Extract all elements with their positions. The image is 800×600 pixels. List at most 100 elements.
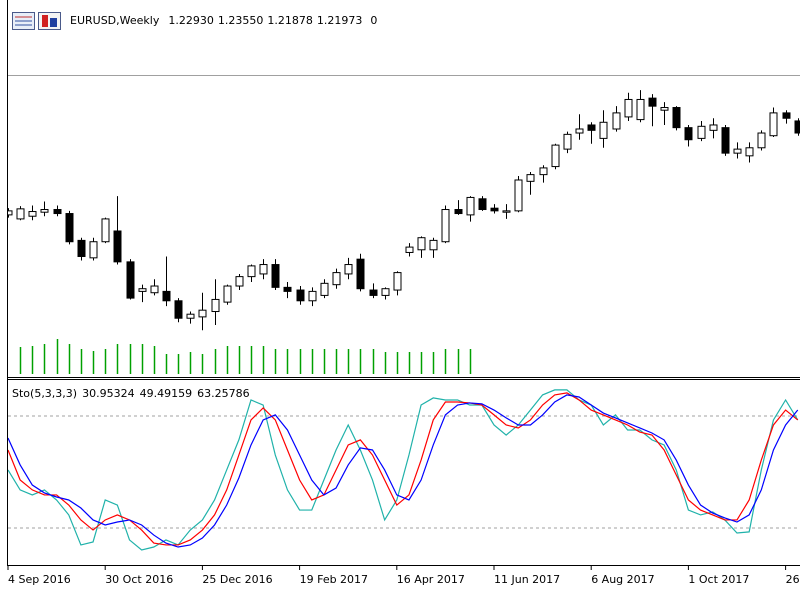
- candle-body: [721, 127, 730, 154]
- candle-body: [466, 196, 475, 216]
- candle-body: [235, 276, 244, 287]
- candle-body: [77, 239, 86, 257]
- candle-body: [89, 241, 98, 259]
- symbol: EURUSD,Weekly: [70, 14, 160, 27]
- candle-body: [381, 288, 390, 296]
- x-tick-label: 1 Oct 2017: [688, 573, 749, 586]
- indicator-line: [8, 389, 799, 551]
- candle-body: [757, 132, 766, 149]
- x-tick-label: 4 Sep 2016: [8, 573, 71, 586]
- candle-body: [174, 300, 183, 319]
- candle-body: [514, 179, 523, 212]
- x-tick-label: 19 Feb 2017: [300, 573, 368, 586]
- indicator-header: Sto(5,3,3,3) 30.95324 49.49159 63.25786: [12, 387, 250, 400]
- candle-body: [697, 125, 706, 139]
- high-value: 1.23550: [218, 14, 264, 27]
- price-header: EURUSD,Weekly 1.22930 1.23550 1.21878 1.2197…: [70, 14, 377, 27]
- indicator-name: Sto(5,3,3,3): [12, 387, 77, 400]
- volume-value: 0: [370, 14, 377, 27]
- candle-body: [454, 209, 463, 215]
- indicator-value: 49.49159: [140, 387, 193, 400]
- indicator-line: [8, 394, 799, 548]
- indicator-value: 30.95324: [82, 387, 135, 400]
- candle-body: [247, 265, 256, 278]
- close-value: 1.21973: [317, 14, 363, 27]
- candle-body: [259, 264, 268, 275]
- x-tick-label: 26: [786, 573, 800, 586]
- candle-body: [478, 198, 487, 211]
- candle-body: [271, 264, 280, 288]
- candle-body: [794, 120, 800, 134]
- open-value: 1.22930: [168, 14, 214, 27]
- candle-body: [393, 272, 402, 291]
- candle-body: [344, 264, 353, 275]
- candle-body: [429, 239, 438, 251]
- candle-body: [490, 207, 499, 212]
- candle-body: [356, 258, 365, 290]
- icon-part: [42, 15, 48, 27]
- icon-part: [50, 18, 57, 27]
- candle-body: [296, 289, 305, 302]
- indicator-panel: [8, 389, 800, 551]
- indicator-value: 63.25786: [197, 387, 250, 400]
- candle-body: [211, 298, 220, 313]
- candle-body: [417, 237, 426, 251]
- candle-body: [660, 107, 669, 111]
- candle-body: [769, 112, 778, 137]
- candle-body: [198, 309, 207, 318]
- candle-body: [441, 209, 450, 243]
- x-tick-label: 6 Aug 2017: [591, 573, 654, 586]
- candle-body: [186, 313, 195, 319]
- candle-body: [405, 246, 414, 253]
- candle-body: [551, 144, 560, 168]
- candle-body: [223, 285, 232, 303]
- low-value: 1.21878: [267, 14, 313, 27]
- candle-body: [526, 174, 535, 182]
- candle-body: [502, 210, 511, 213]
- candle-body: [8, 210, 13, 216]
- candle-body: [283, 286, 292, 292]
- candle-body: [369, 289, 378, 296]
- candle-body: [138, 288, 147, 292]
- candle-body: [113, 230, 122, 263]
- x-tick-label: 16 Apr 2017: [397, 573, 465, 586]
- indicator-line: [8, 392, 799, 546]
- candle-body: [612, 112, 621, 130]
- candle-body: [539, 167, 548, 176]
- chart-icons: [12, 12, 61, 30]
- candle-body: [782, 112, 791, 119]
- candle-body: [16, 208, 25, 220]
- candle-body: [599, 121, 608, 139]
- candle-body: [624, 98, 633, 118]
- candle-body: [162, 290, 171, 302]
- candle-body: [150, 285, 159, 294]
- candle-body: [684, 127, 693, 141]
- x-tick-label: 25 Dec 2016: [202, 573, 272, 586]
- candle-body: [53, 209, 62, 215]
- price-panel: [8, 90, 800, 374]
- x-axis: 4 Sep 2016 30 Oct 2016 25 Dec 2016 19 Feb 2…: [7, 566, 800, 586]
- candle-body: [672, 107, 681, 129]
- candle-body: [636, 98, 645, 121]
- candle-body: [126, 261, 135, 299]
- candle-body: [320, 282, 329, 296]
- candle-body: [733, 148, 742, 154]
- candle-body: [745, 147, 754, 157]
- candle-body: [563, 133, 572, 150]
- candle-body: [709, 124, 718, 131]
- candle-body: [575, 128, 584, 134]
- candle-body: [308, 290, 317, 302]
- candle-body: [332, 272, 341, 286]
- candle-body: [101, 218, 110, 243]
- x-tick-label: 30 Oct 2016: [105, 573, 173, 586]
- candle-body: [28, 211, 37, 217]
- x-tick-label: 11 Jun 2017: [494, 573, 560, 586]
- candle-body: [40, 209, 49, 213]
- candle-body: [587, 124, 596, 131]
- icon[interactable]: [38, 12, 61, 30]
- candle-body: [648, 97, 657, 107]
- candle-body: [65, 213, 74, 243]
